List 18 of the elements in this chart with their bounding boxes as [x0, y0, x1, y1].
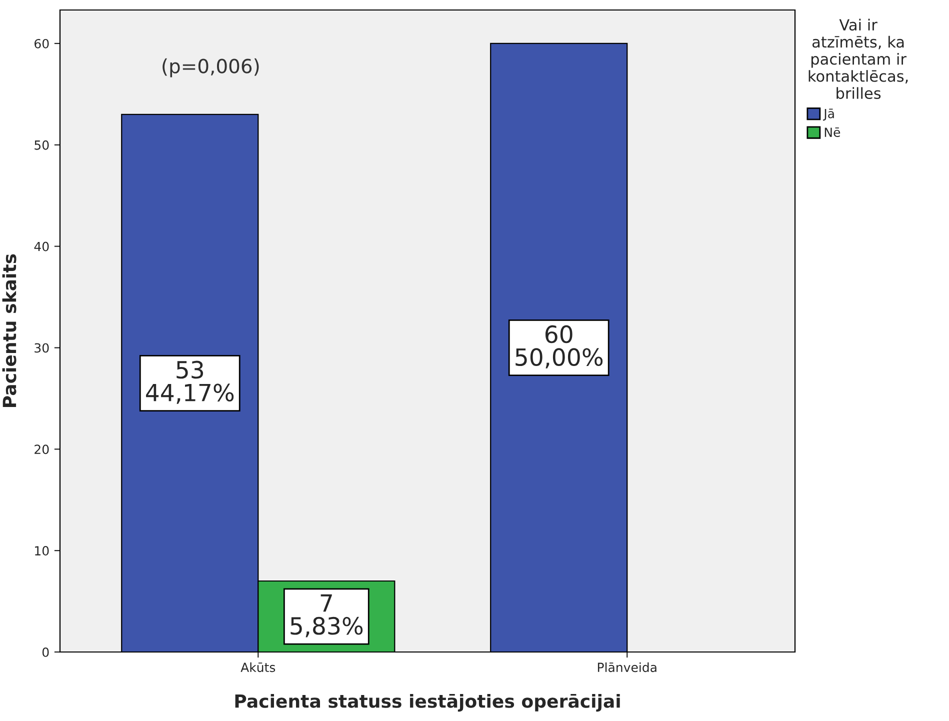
y-tick-label: 30 — [34, 343, 49, 353]
legend-label: Nē — [824, 128, 840, 137]
annotation: (p=0,006) — [162, 58, 259, 78]
y-tick-label: 0 — [42, 647, 49, 657]
x-tick-label: Plānveida — [598, 662, 656, 672]
y-tick-label: 60 — [34, 38, 49, 48]
x-axis-title: Pacienta statuss iestājoties operācijai — [235, 694, 620, 712]
y-axis-title: Pacientu skaits — [2, 254, 16, 407]
y-tick-label: 10 — [35, 546, 49, 556]
y-tick-label: 50 — [34, 140, 49, 150]
data-label: 60 50,00% — [516, 325, 603, 368]
y-tick-label: 40 — [34, 242, 49, 252]
legend-title: Vai ir atzīmēts, ka pacientam ir kontaktlēcas, brilles — [808, 18, 908, 100]
data-label: 7 5,83% — [290, 594, 363, 638]
data-label: 53 44,17% — [146, 360, 234, 404]
y-tick-label: 20 — [34, 444, 49, 454]
legend-label: Jā — [823, 108, 834, 121]
x-tick-label: Akūts — [240, 662, 276, 672]
